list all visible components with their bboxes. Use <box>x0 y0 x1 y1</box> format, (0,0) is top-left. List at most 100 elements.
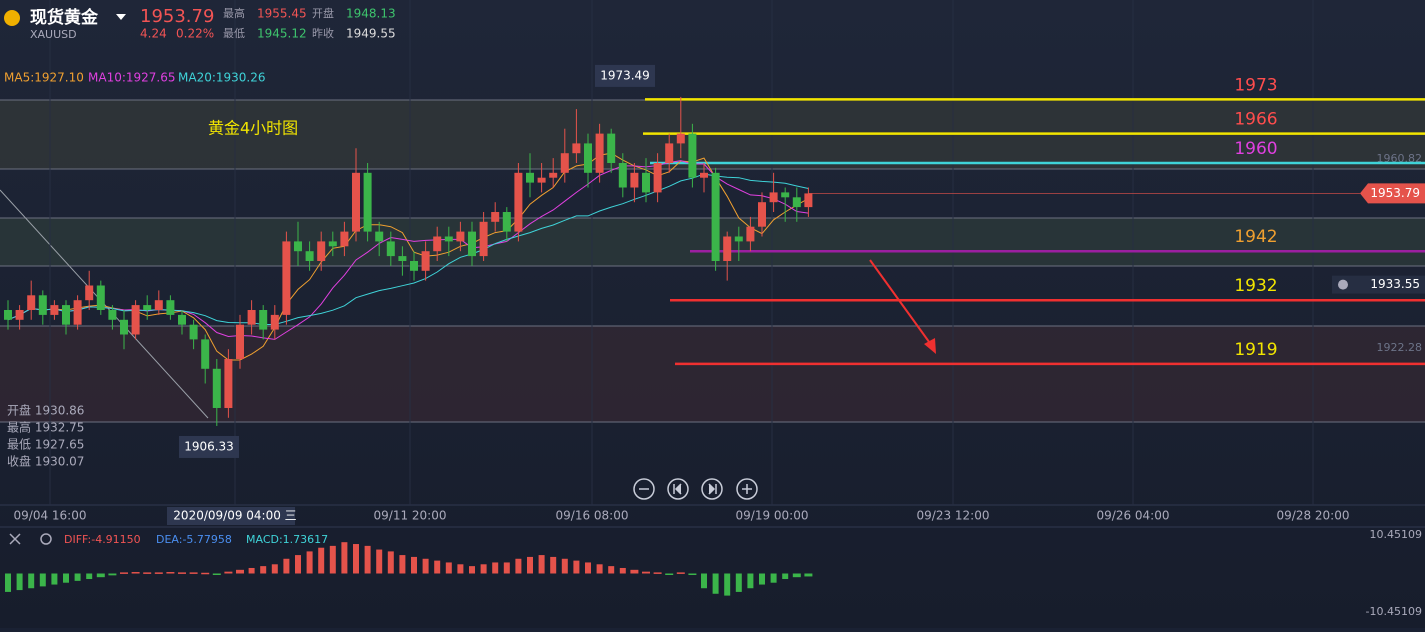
candle-body <box>734 236 743 242</box>
macd-bar <box>630 569 639 574</box>
candle-body <box>526 172 534 183</box>
zoom-out[interactable] <box>633 478 655 500</box>
ma-legend: MA20:1930.26 <box>178 71 266 85</box>
macd-bar <box>96 573 105 578</box>
candle-body <box>131 305 140 335</box>
candle-body <box>259 309 268 330</box>
macd-bar <box>28 573 35 589</box>
macd-bar <box>63 573 69 583</box>
macd-bar <box>770 573 777 583</box>
macd-tick-label: 10.45109 <box>1370 528 1423 541</box>
arrow <box>869 259 933 347</box>
x-tick-label: 09/04 16:00 <box>14 509 87 523</box>
x-tick-label: 09/28 20:00 <box>1277 509 1350 523</box>
zoom-in[interactable] <box>736 478 758 500</box>
arrow-head <box>924 338 936 354</box>
macd-bar <box>804 573 813 577</box>
macd-bar <box>573 560 580 574</box>
macd-bar <box>411 556 417 574</box>
ohlc-info: 最低 1927.65 <box>7 438 84 452</box>
macd-bar <box>387 551 394 574</box>
macd-legend: MACD:1.73617 <box>246 533 328 546</box>
change: 4.24 <box>140 27 167 41</box>
macd-bar <box>271 564 278 574</box>
candle-body <box>27 295 36 310</box>
macd-bar <box>724 573 731 596</box>
macd-bar <box>619 567 626 574</box>
macd-bar <box>527 556 533 574</box>
macd-bar <box>445 562 452 574</box>
prev[interactable] <box>667 478 689 500</box>
macd-bar <box>515 558 522 574</box>
candle-body <box>630 172 639 188</box>
candle-body <box>479 221 488 257</box>
macd-bar <box>51 573 58 585</box>
ma-line <box>7 152 809 361</box>
macd-bar <box>295 555 301 574</box>
candle-body <box>746 226 755 242</box>
settings-button[interactable] <box>40 533 52 545</box>
ma-legend: MA10:1927.65 <box>88 71 176 85</box>
macd-bar <box>747 573 754 589</box>
macd-legend: DEA:-5.77958 <box>156 533 232 546</box>
candle-body <box>96 285 105 310</box>
macd-bar <box>74 573 81 581</box>
value: 1945.12 <box>257 27 307 41</box>
close-button[interactable] <box>9 533 21 545</box>
macd-bar <box>422 558 429 574</box>
candle-body <box>723 236 732 262</box>
candle-body <box>201 339 210 369</box>
candle-body <box>665 143 674 164</box>
alert-price: 1933.55 <box>1370 277 1420 291</box>
callout-bg <box>179 435 239 458</box>
candle-body <box>247 309 256 325</box>
x-tick-label: 09/11 20:00 <box>374 509 447 523</box>
macd-bar <box>457 564 464 574</box>
candle-body <box>700 172 708 178</box>
macd-legend: DIFF:-4.91150 <box>64 533 141 546</box>
last-price: 1953.79 <box>1370 186 1420 200</box>
price: 1953.79 <box>140 6 214 27</box>
macd-bar <box>131 572 140 574</box>
macd-bar <box>642 571 650 574</box>
candle-body <box>386 241 395 257</box>
macd-bar <box>248 567 255 574</box>
candle-body <box>120 319 128 335</box>
ma-line <box>7 173 809 325</box>
candle-body <box>212 368 221 408</box>
macd-bar <box>735 573 742 592</box>
change-pct: 0.22% <box>176 27 214 41</box>
candle-body <box>4 309 12 320</box>
macd-bar <box>143 572 152 574</box>
dropdown[interactable] <box>116 14 126 20</box>
candle-body <box>781 192 790 198</box>
macd-bar <box>224 571 233 574</box>
macd-bar <box>676 572 685 574</box>
candle-body <box>270 314 279 330</box>
candle-body <box>456 231 465 242</box>
instrument-name[interactable]: 现货黄金 <box>30 7 99 28</box>
candle-body <box>584 143 592 173</box>
next[interactable] <box>701 478 723 500</box>
candle-body <box>189 324 198 340</box>
candle-body <box>514 172 523 232</box>
gold-icon <box>4 10 20 26</box>
candle-body <box>62 305 70 325</box>
x-tick-label: 09/16 08:00 <box>556 509 629 523</box>
x-tick-label: 09/19 00:00 <box>736 509 809 523</box>
candle-body <box>433 236 442 252</box>
candle-body <box>676 133 685 144</box>
level-label: 1960 <box>1234 139 1277 159</box>
candle-body <box>595 133 604 173</box>
macd-tick-label: -10.45109 <box>1366 605 1422 618</box>
candle-body <box>804 193 813 208</box>
candle-body <box>154 300 163 310</box>
macd-bar <box>16 573 23 591</box>
candle-body <box>317 241 326 262</box>
macd-bar <box>596 564 603 574</box>
macd-bar <box>480 564 487 574</box>
nav-buttons[interactable] <box>633 478 758 500</box>
candle-body <box>468 231 476 257</box>
bell-icon <box>1338 279 1348 290</box>
macd-bar <box>364 545 371 574</box>
